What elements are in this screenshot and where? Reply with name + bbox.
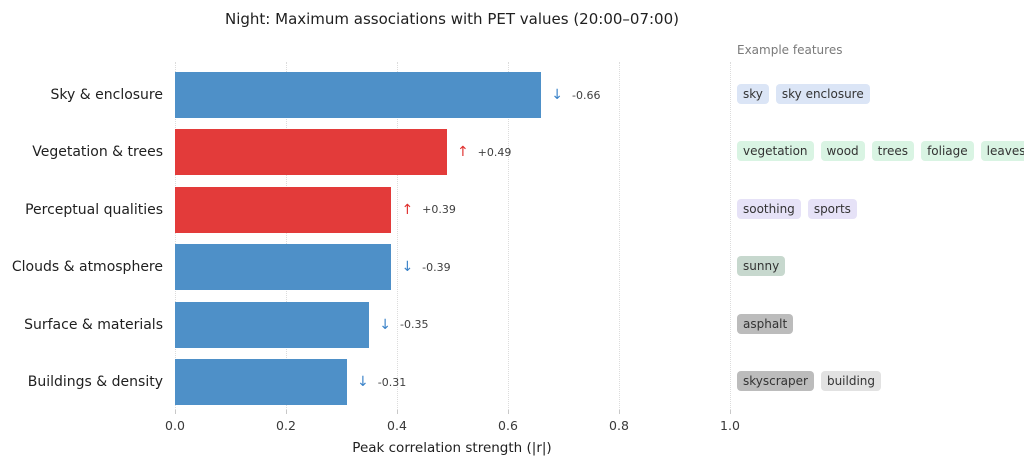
x-axis-tick <box>286 410 287 414</box>
example-feature-tags: sunny <box>737 256 786 277</box>
bar <box>175 72 542 118</box>
category-label: Surface & materials <box>24 316 163 333</box>
gridline <box>175 62 176 410</box>
example-feature-tags: asphalt <box>737 313 794 334</box>
bar-value-annotation: ↓ -0.39 <box>401 244 450 290</box>
x-axis-tick <box>730 410 731 414</box>
up-arrow-icon: ↑ <box>401 201 414 218</box>
down-arrow-icon: ↓ <box>551 87 564 103</box>
bar-value-annotation: ↑ +0.39 <box>401 187 455 233</box>
x-axis-label: Peak correlation strength (|r|) <box>352 440 552 456</box>
x-tick-label: 0.2 <box>276 418 296 433</box>
correlation-value: -0.35 <box>399 318 429 332</box>
feature-tag: skyscraper <box>737 371 814 391</box>
x-tick-label: 0.0 <box>165 418 185 433</box>
gridline <box>508 62 509 410</box>
bar <box>175 244 392 291</box>
gridline <box>730 62 731 410</box>
feature-tag: asphalt <box>737 313 794 334</box>
feature-tag: vegetation <box>737 141 814 162</box>
gridline <box>397 62 398 410</box>
bar-value-annotation: ↑ +0.49 <box>457 129 511 175</box>
bar-value-annotation: ↓ -0.35 <box>379 302 428 348</box>
gridline <box>619 62 620 410</box>
bar <box>175 129 447 176</box>
bar-value-annotation: ↓ -0.66 <box>551 72 600 118</box>
x-axis-tick <box>175 410 176 414</box>
bar <box>175 186 392 233</box>
x-tick-label: 1.0 <box>720 418 740 433</box>
x-axis-tick <box>619 410 620 414</box>
down-arrow-icon: ↓ <box>401 259 414 276</box>
x-axis-tick <box>508 410 509 414</box>
example-feature-tags: sky sky enclosure <box>737 84 870 104</box>
feature-tag: foliage <box>921 141 974 162</box>
x-axis-tick <box>397 410 398 414</box>
correlation-value: -0.31 <box>377 375 407 389</box>
feature-tag: building <box>820 371 882 391</box>
correlation-value: +0.49 <box>477 145 512 159</box>
category-label: Vegetation & trees <box>32 144 163 161</box>
feature-tag: sky enclosure <box>775 84 870 104</box>
example-feature-tags: vegetation wood trees foliage leaves <box>737 141 1024 162</box>
example-feature-tags: skyscraper building <box>737 371 882 391</box>
down-arrow-icon: ↓ <box>379 316 391 333</box>
bar <box>175 359 348 405</box>
feature-tag: soothing <box>737 198 801 219</box>
x-tick-label: 0.8 <box>609 418 629 433</box>
category-label: Buildings & density <box>27 374 163 390</box>
feature-tag: sports <box>807 198 857 219</box>
gridline <box>286 62 287 410</box>
feature-tag: wood <box>820 141 865 162</box>
down-arrow-icon: ↓ <box>357 374 369 390</box>
category-label: Perceptual qualities <box>25 201 163 218</box>
chart-title: Night: Maximum associations with PET val… <box>225 10 679 28</box>
category-label: Clouds & atmosphere <box>11 259 163 276</box>
category-label: Sky & enclosure <box>50 87 163 103</box>
up-arrow-icon: ↑ <box>456 144 469 161</box>
example-features-heading: Example features <box>737 43 843 57</box>
bar-value-annotation: ↓ -0.31 <box>357 359 406 405</box>
correlation-value: -0.66 <box>572 88 601 102</box>
x-tick-label: 0.4 <box>387 418 407 433</box>
feature-tag: trees <box>871 141 915 162</box>
feature-tag: sunny <box>737 256 786 277</box>
feature-tag: leaves <box>980 141 1024 162</box>
correlation-value: -0.39 <box>422 260 451 274</box>
x-tick-label: 0.6 <box>498 418 518 433</box>
bar <box>175 301 370 348</box>
correlation-value: +0.39 <box>422 203 456 217</box>
feature-tag: sky <box>737 84 769 104</box>
example-feature-tags: soothing sports <box>737 198 857 219</box>
